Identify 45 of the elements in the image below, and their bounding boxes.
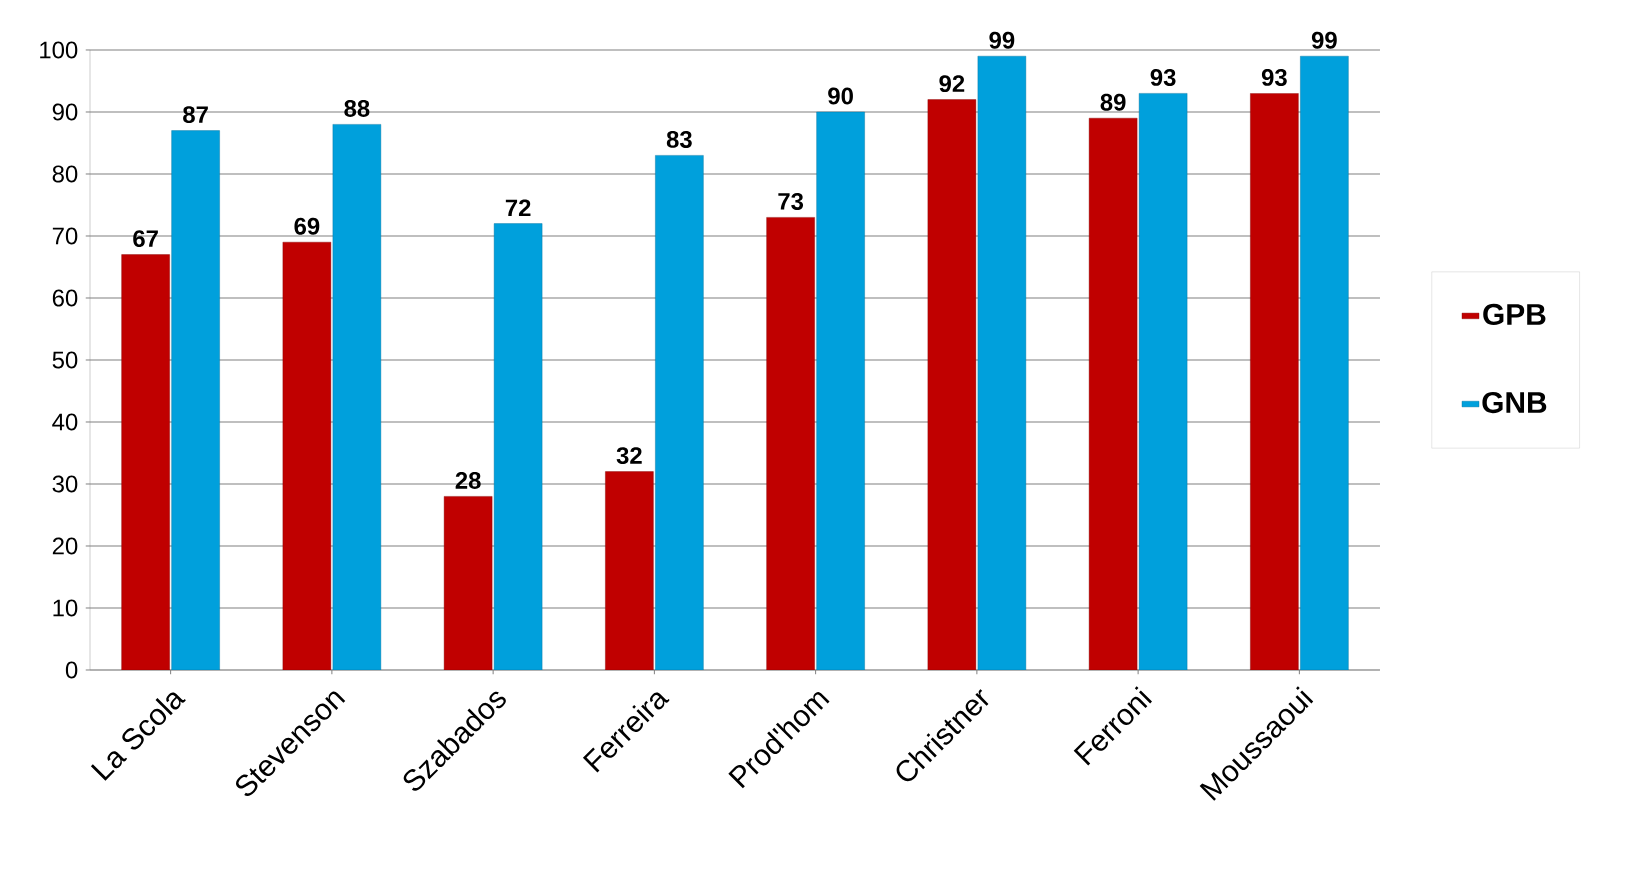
y-tick-label: 60	[52, 289, 78, 307]
data-label: 73	[778, 192, 804, 210]
data-label: 72	[505, 199, 531, 217]
y-tick-label: 50	[52, 351, 78, 369]
bar	[1300, 55, 1349, 670]
data-label: 93	[1150, 68, 1176, 86]
data-label: 99	[989, 31, 1015, 49]
data-label: 83	[666, 130, 692, 148]
data-label: 87	[183, 106, 208, 124]
bar	[816, 111, 865, 670]
data-label: 89	[1100, 93, 1126, 111]
legend-label: GNB	[1482, 391, 1547, 414]
data-label: 32	[616, 447, 642, 465]
data-label: 28	[455, 471, 481, 489]
y-tick-label: 30	[52, 475, 78, 493]
y-tick-label: 70	[52, 227, 78, 245]
data-label: 69	[294, 217, 320, 235]
y-tick-label: 20	[52, 537, 78, 555]
bar	[1088, 117, 1138, 670]
bar	[493, 223, 543, 670]
bar	[171, 130, 220, 670]
bar	[443, 496, 493, 670]
bar	[655, 155, 704, 670]
y-tick-label: 10	[53, 599, 78, 617]
bar	[977, 55, 1027, 670]
bar	[605, 471, 654, 670]
data-label: 92	[939, 75, 965, 93]
y-tick-label: 90	[52, 103, 78, 121]
y-tick-label: 40	[52, 413, 78, 431]
bar	[1250, 93, 1299, 670]
data-label: 90	[828, 87, 853, 105]
data-label: 88	[344, 99, 370, 117]
bar	[332, 124, 382, 670]
legend-label: GPB	[1483, 303, 1546, 326]
bar	[927, 99, 977, 670]
data-label: 93	[1261, 68, 1287, 86]
bar	[282, 241, 332, 670]
y-tick-label: 0	[65, 661, 78, 679]
bar	[766, 217, 815, 670]
data-label: 99	[1311, 31, 1337, 49]
bar	[1138, 93, 1188, 670]
y-tick-label: 100	[40, 41, 78, 59]
y-tick-label: 80	[52, 165, 78, 183]
bar	[121, 254, 170, 670]
data-label: 67	[133, 230, 158, 248]
